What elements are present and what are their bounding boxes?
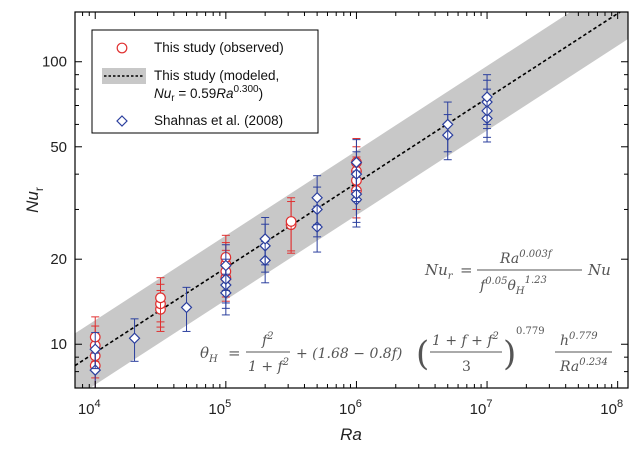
axis-ticks xyxy=(74,12,628,389)
eq2-lhs: θH xyxy=(200,344,218,365)
y-tick-label-0: 10 xyxy=(50,336,67,353)
x-tick-label-2: 106 xyxy=(339,398,362,418)
shahnas-point-10 xyxy=(259,216,272,266)
y-tick-labels: 10 20 50 100 xyxy=(42,54,67,353)
eq2-frac1-denominator: 1 + f2 xyxy=(248,357,289,375)
observed-point-6 xyxy=(155,277,166,323)
shahnas-marker xyxy=(219,259,232,272)
shahnas-point-3 xyxy=(180,286,193,332)
shahnas-marker xyxy=(441,118,454,131)
legend: This study (observed) This study (modele… xyxy=(91,29,319,134)
shahnas-point-2 xyxy=(128,318,141,362)
x-tick-label-3: 107 xyxy=(470,398,493,418)
eq1-numerator: Ra0.003f xyxy=(499,249,554,267)
eq2-paren-open: ( xyxy=(416,334,429,374)
eq1-denominator: f0.05θH1.23 xyxy=(479,275,547,297)
shahnas-point-17 xyxy=(350,139,363,192)
shahnas-marker xyxy=(311,191,323,204)
x-tick-labels: 104 105 106 107 108 xyxy=(78,398,623,418)
y-tick-label-2: 50 xyxy=(50,139,67,156)
shahnas-point-1 xyxy=(89,332,102,370)
shahnas-marker xyxy=(481,91,493,103)
observed-marker xyxy=(155,292,166,304)
eq2-paren-numerator: 1 + f + f2 xyxy=(432,331,499,349)
legend-observed-marker xyxy=(116,42,128,54)
legend-shahnas-marker xyxy=(116,115,128,127)
eq2-plus-term: + (1.68 − 0.8f) xyxy=(296,346,402,362)
x-tick-label-0: 104 xyxy=(78,398,101,418)
eq2-ra-term: Ra0.234 xyxy=(559,357,608,375)
legend-shahnas-label: Shahnas et al. (2008) xyxy=(154,113,283,128)
eq2-equals: = xyxy=(228,344,241,362)
y-tick-label-3: 100 xyxy=(42,54,67,71)
eq2-paren-denominator: 3 xyxy=(462,359,471,375)
equation-nu: Nur = Ra0.003f f0.05θH1.23 Nu xyxy=(424,249,611,297)
y-axis-label-sub: r xyxy=(32,187,46,191)
eq1-equals: = xyxy=(460,261,473,279)
plot-frame xyxy=(74,11,629,389)
equation-theta: θH = f2 1 + f2 + (1.68 − 0.8f) ( 1 + f +… xyxy=(200,326,612,375)
data-marks xyxy=(89,74,493,388)
shahnas-marker xyxy=(89,343,102,356)
legend-observed-label: This study (observed) xyxy=(154,40,284,55)
eq1-nu: Nu xyxy=(587,261,611,279)
observed-point-12 xyxy=(285,197,297,252)
x-axis-label: Ra xyxy=(340,425,362,444)
shahnas-marker xyxy=(180,301,193,314)
shahnas-point-19 xyxy=(441,101,454,153)
y-axis-label: Nur xyxy=(23,187,46,213)
eq2-frac1-numerator: f2 xyxy=(261,331,274,349)
model-line xyxy=(75,12,622,367)
eq2-h-term: h0.779 xyxy=(560,331,598,349)
y-tick-label-1: 20 xyxy=(50,251,67,268)
shahnas-point-23 xyxy=(481,74,493,125)
shahnas-marker xyxy=(259,233,272,245)
shahnas-marker xyxy=(128,332,141,345)
legend-modeled-formula: Nur = 0.59Ra0.300) xyxy=(154,84,263,104)
legend-modeled-label: This study (modeled, xyxy=(154,68,279,83)
eq2-paren-exponent: 0.779 xyxy=(516,326,545,337)
y-axis-label-main: Nu xyxy=(23,191,42,213)
eq2-paren-close: ) xyxy=(503,334,516,374)
shahnas-point-7 xyxy=(219,244,232,291)
x-tick-label-4: 108 xyxy=(600,398,623,418)
observed-marker xyxy=(285,216,297,227)
shahnas-marker xyxy=(350,156,363,169)
shahnas-point-13 xyxy=(311,175,323,226)
x-tick-label-1: 105 xyxy=(208,398,231,418)
eq1-lhs: Nur xyxy=(424,261,454,282)
